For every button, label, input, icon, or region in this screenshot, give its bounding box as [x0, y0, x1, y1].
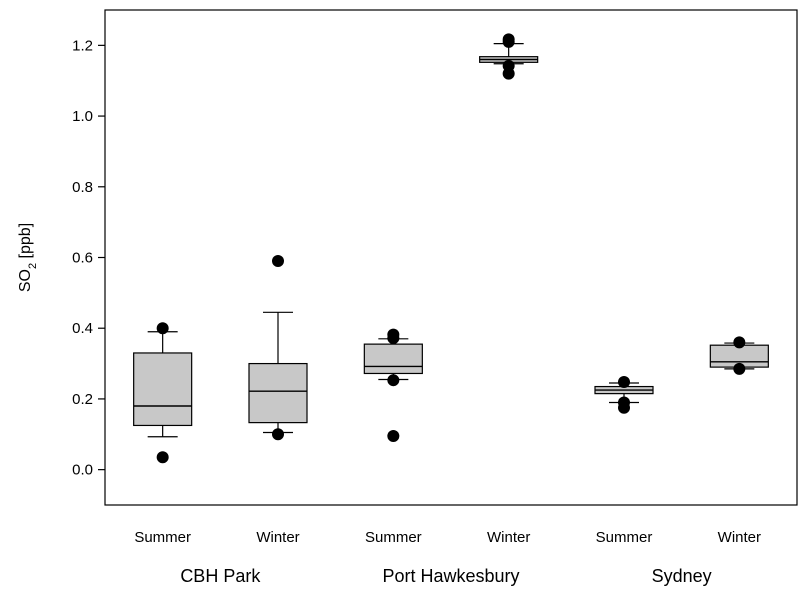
plot-frame — [104, 9, 798, 506]
interquartile-box — [248, 362, 308, 424]
outlier-point — [733, 362, 746, 375]
box-2 — [248, 255, 308, 441]
box-3 — [363, 328, 423, 443]
y-tick-label: 0.2 — [72, 391, 93, 408]
x-group-label: Port Hawkesbury — [382, 566, 519, 586]
outlier-point — [387, 374, 400, 387]
x-category-label: Summer — [365, 529, 422, 546]
y-axis-label-subscript: 2 — [27, 263, 39, 269]
x-category-label: Summer — [596, 529, 653, 546]
outlier-point — [156, 451, 169, 464]
y-tick-label: 0.6 — [72, 250, 93, 267]
y-axis-label-unit: [ppb] — [17, 223, 34, 263]
y-tick-label: 0.4 — [72, 320, 93, 337]
box-6 — [709, 336, 769, 375]
box-1 — [133, 322, 193, 464]
outlier-point — [502, 33, 515, 46]
outlier-point — [272, 428, 284, 441]
outlier-point — [502, 59, 515, 72]
x-axis: Summer Winter Summer Winter Summer Winter CBH … — [134, 529, 761, 586]
y-tick-label: 1.0 — [72, 108, 93, 125]
box-4 — [479, 33, 539, 80]
outlier-point — [387, 430, 400, 443]
x-category-label: Winter — [487, 529, 530, 546]
plot-area — [104, 9, 798, 506]
outlier-point — [733, 336, 746, 349]
y-axis: 0.0 0.2 0.4 0.6 0.8 1.0 1.2 — [72, 37, 105, 479]
box-series — [133, 33, 769, 464]
box-5 — [594, 375, 654, 414]
outlier-point — [618, 396, 630, 409]
x-group-label: CBH Park — [180, 566, 261, 586]
interquartile-box — [133, 352, 193, 427]
x-group-label: Sydney — [652, 566, 712, 586]
x-category-label: Winter — [718, 529, 761, 546]
y-axis-label-main: SO — [17, 269, 34, 292]
y-tick-label: 0.8 — [72, 179, 93, 196]
outlier-point — [272, 255, 284, 268]
x-category-label: Summer — [134, 529, 191, 546]
outlier-point — [387, 328, 400, 341]
interquartile-box — [363, 343, 423, 375]
y-tick-label: 1.2 — [72, 37, 93, 54]
y-axis-label: SO2 [ppb] — [17, 223, 39, 292]
y-tick-label: 0.0 — [72, 462, 93, 479]
x-category-label: Winter — [256, 529, 299, 546]
outlier-point — [618, 375, 630, 388]
outlier-point — [156, 322, 169, 335]
